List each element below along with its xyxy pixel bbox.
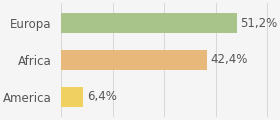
Text: 51,2%: 51,2%: [241, 17, 278, 30]
Text: 6,4%: 6,4%: [87, 90, 116, 103]
Bar: [61, 50, 207, 70]
Bar: [61, 13, 237, 33]
Bar: [61, 87, 83, 107]
Text: 42,4%: 42,4%: [210, 54, 248, 66]
